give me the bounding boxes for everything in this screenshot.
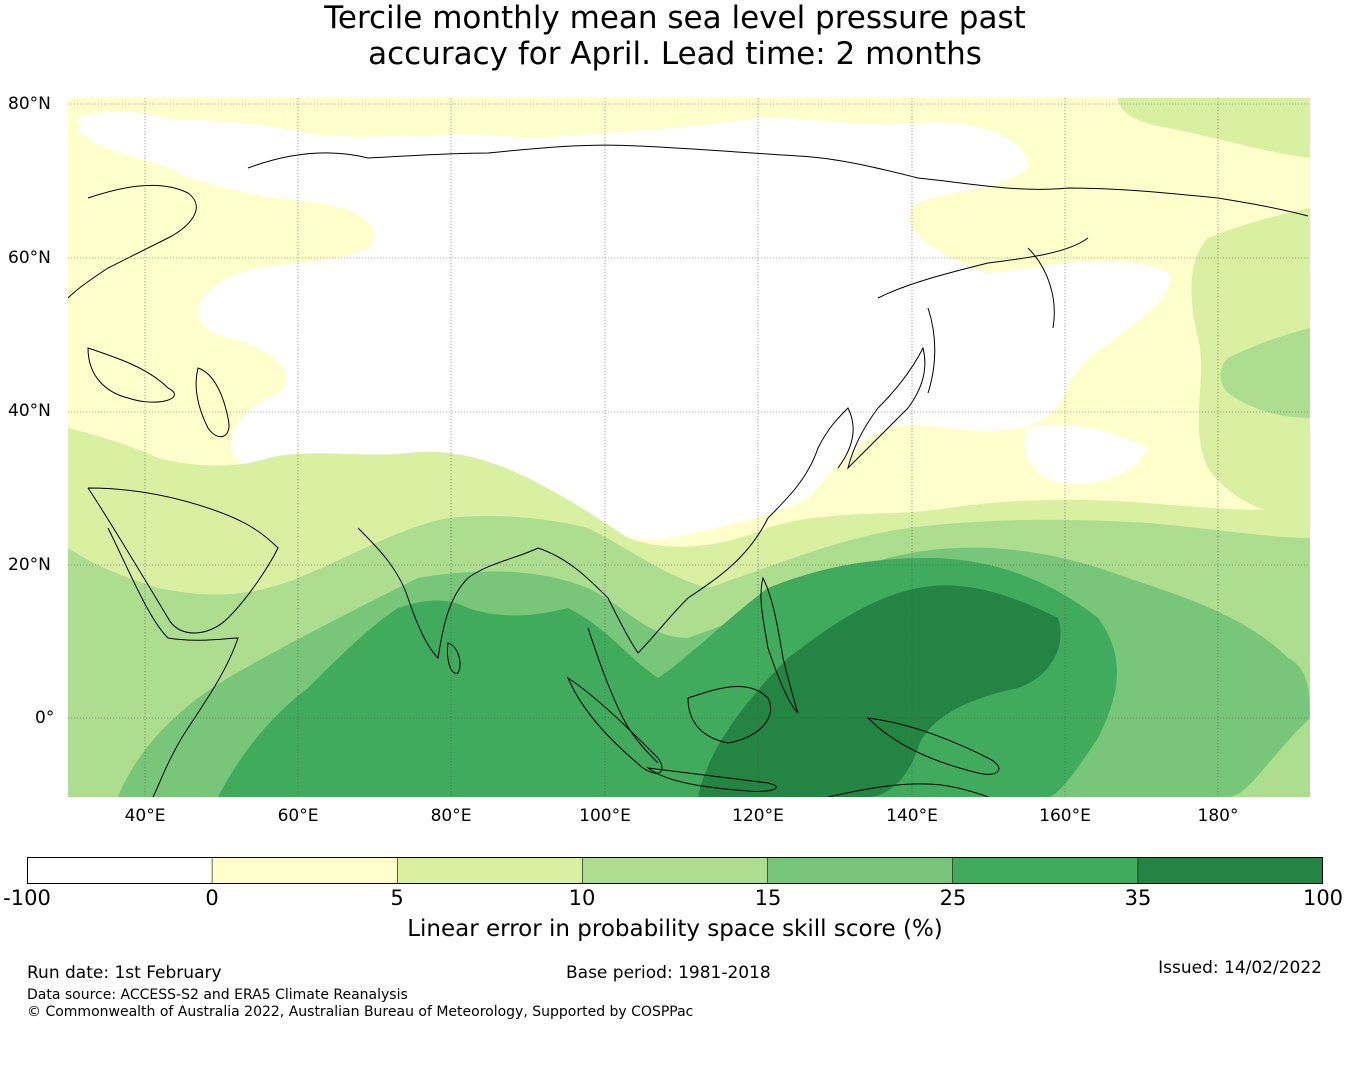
coast-eurasia-north [247, 144, 1309, 217]
coast-china-korea [767, 407, 854, 519]
skill-negative-scandinavia [78, 111, 179, 147]
coast-malay-peninsula [587, 627, 659, 764]
lat-label-60n: 60°N [8, 248, 51, 268]
skill-band-35-100 [698, 585, 1061, 797]
colorbar [27, 857, 1323, 884]
run-date: Run date: 1st February [27, 963, 222, 983]
title-line-1: Tercile monthly mean sea level pressure … [324, 0, 1026, 36]
coast-scandinavia [68, 184, 197, 299]
lon-label-40e: 40°E [124, 806, 166, 826]
coast-java [646, 767, 777, 792]
coast-philippines [760, 576, 799, 714]
chart-title: Tercile monthly mean sea level pressure … [0, 0, 1350, 72]
skill-band-5-10-northeast [1118, 98, 1310, 158]
coast-borneo [687, 685, 772, 744]
coast-australia-north [827, 783, 989, 797]
skill-map [68, 98, 1310, 797]
coast-japan [847, 346, 926, 470]
coast-arabia [87, 487, 279, 634]
coast-sumatra [566, 676, 663, 774]
coast-sri-lanka [447, 642, 461, 674]
colorbar-segment-neg-0 [27, 857, 213, 884]
coast-southeast-asia [537, 517, 769, 654]
coast-black-caspian [87, 347, 230, 438]
graticule [68, 98, 1310, 797]
colorbar-label: Linear error in probability space skill … [407, 916, 943, 942]
colorbar-tick-0: 0 [205, 886, 219, 910]
lat-label-20n: 20°N [8, 555, 51, 575]
coastlines [68, 144, 1309, 797]
lon-label-60e: 60°E [277, 806, 319, 826]
colorbar-segment-25-35 [952, 857, 1138, 884]
coast-sakhalin-kamchatka [927, 247, 1055, 394]
colorbar-tick-10: 10 [568, 886, 596, 910]
colorbar-segment-0-5 [212, 857, 398, 884]
colorbar-segment-15-25 [767, 857, 953, 884]
colorbar-tick--100: -100 [3, 886, 51, 910]
coast-new-guinea [866, 717, 1000, 775]
lon-label-180: 180° [1197, 806, 1239, 826]
colorbar-tick-5: 5 [390, 886, 404, 910]
colorbar-segment-35-100 [1137, 857, 1323, 884]
colorbar-segment-10-15 [582, 857, 768, 884]
issued-date: Issued: 14/02/2022 [1158, 958, 1322, 978]
colorbar-segment-5-10 [397, 857, 583, 884]
coast-africa-east [107, 527, 239, 797]
lon-label-100e: 100°E [579, 806, 631, 826]
colorbar-tick-25: 25 [939, 886, 967, 910]
base-period: Base period: 1981-2018 [566, 963, 771, 983]
colorbar-tick-35: 35 [1124, 886, 1152, 910]
lon-label-140e: 140°E [886, 806, 938, 826]
colorbar-tick-15: 15 [754, 886, 782, 910]
lon-label-160e: 160°E [1039, 806, 1091, 826]
colorbar-tick-100: 100 [1302, 886, 1344, 910]
lon-label-120e: 120°E [732, 806, 784, 826]
coast-india [357, 527, 539, 660]
lon-label-80e: 80°E [430, 806, 472, 826]
lat-label-equator: 0° [35, 708, 55, 728]
skill-band-10-15-east [1220, 328, 1310, 418]
data-source: Data source: ACCESS-S2 and ERA5 Climate … [27, 987, 408, 1003]
lat-label-40n: 40°N [8, 401, 51, 421]
colorbar-outline [27, 857, 1323, 884]
copyright: © Commonwealth of Australia 2022, Austra… [27, 1004, 694, 1020]
skill-negative-pacific [1024, 424, 1148, 484]
lat-label-80n: 80°N [8, 94, 51, 114]
title-line-2: accuracy for April. Lead time: 2 months [368, 36, 982, 72]
skill-negative-north [78, 117, 1170, 540]
